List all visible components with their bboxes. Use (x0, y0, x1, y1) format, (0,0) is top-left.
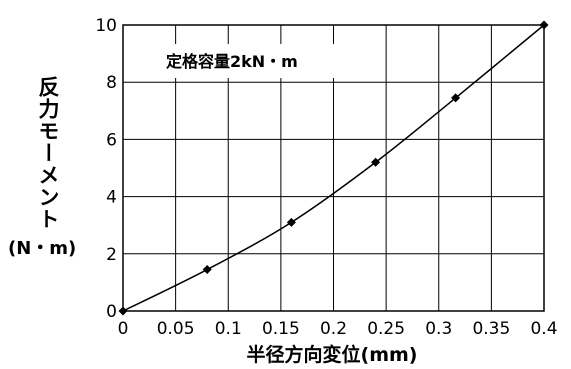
y-tick-label: 4 (106, 188, 117, 208)
data-point-marker (202, 265, 212, 275)
marker-layer (118, 20, 549, 316)
plot-frame (122, 24, 545, 312)
series-line (122, 24, 545, 312)
curve-layer (122, 24, 545, 312)
data-point-marker (286, 217, 296, 227)
x-tick-label: 0.3 (425, 319, 452, 339)
y-axis-unit: (N・m) (8, 238, 77, 259)
x-tick-label: 0.2 (320, 319, 347, 339)
y-axis-label-group: 反力モーメント (N・m) (0, 76, 120, 276)
y-tick-label: 2 (106, 245, 117, 265)
annotation-background (170, 44, 340, 78)
x-axis-label: 半径方向変位(mm) (247, 343, 418, 366)
data-point-marker (371, 157, 381, 167)
tick-label-layer: 0 0.05 0.1 0.15 0.2 0.25 0.3 0.35 0.4 0 2 4 6 8 10 (95, 16, 557, 339)
data-point-marker (451, 93, 461, 103)
x-tick-label: 0.1 (215, 319, 242, 339)
x-tick-label: 0.4 (530, 319, 557, 339)
x-tick-label: 0 (118, 319, 129, 339)
y-axis-label: 反力モーメント (36, 76, 60, 230)
data-point-marker (539, 20, 549, 30)
capacity-annotation: 定格容量2kN・m (165, 52, 298, 71)
y-tick-label: 10 (95, 16, 117, 36)
data-point-marker (118, 306, 128, 316)
x-tick-label: 0.15 (262, 319, 300, 339)
x-tick-label: 0.35 (472, 319, 510, 339)
y-tick-label: 6 (106, 130, 117, 150)
y-tick-label: 8 (106, 73, 117, 93)
x-tick-label: 0.25 (367, 319, 405, 339)
x-tick-label: 0.05 (157, 319, 195, 339)
y-tick-label: 0 (106, 302, 117, 322)
